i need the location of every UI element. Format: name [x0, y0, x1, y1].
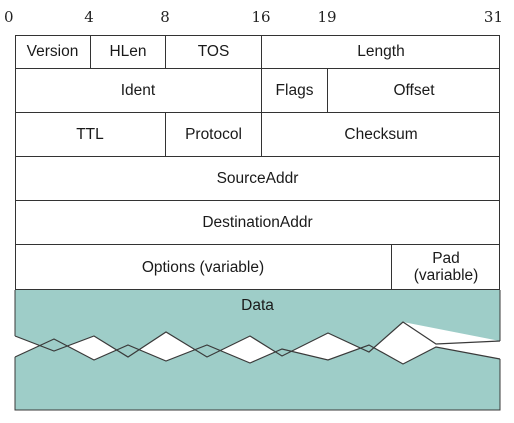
protocol-field: Protocol	[165, 112, 261, 156]
header-row-1: Version HLen TOS Length	[15, 35, 500, 68]
length-field: Length	[261, 35, 500, 68]
data-label: Data	[15, 297, 500, 315]
header-row-3: TTL Protocol Checksum	[15, 112, 500, 156]
ident-field: Ident	[15, 68, 261, 112]
ttl-field: TTL	[15, 112, 165, 156]
row-divider	[15, 200, 500, 201]
hlen-field: HLen	[90, 35, 165, 68]
row-divider	[15, 112, 500, 113]
row-divider	[15, 156, 500, 157]
destination-addr-field: DestinationAddr	[15, 200, 500, 244]
tos-field: TOS	[165, 35, 261, 68]
offset-field: Offset	[327, 68, 500, 112]
flags-field: Flags	[261, 68, 327, 112]
header-row-2: Ident Flags Offset	[15, 68, 500, 112]
options-field: Options (variable)	[15, 244, 391, 290]
checksum-field: Checksum	[261, 112, 500, 156]
pad-field: Pad (variable)	[391, 244, 500, 290]
header-row-5: DestinationAddr	[15, 200, 500, 244]
row-divider	[15, 68, 500, 69]
version-field: Version	[15, 35, 90, 68]
header-row-6: Options (variable) Pad (variable)	[15, 244, 500, 290]
data-bottom-fill	[15, 339, 500, 410]
row-divider	[15, 244, 500, 245]
header-row-4: SourceAddr	[15, 156, 500, 200]
source-addr-field: SourceAddr	[15, 156, 500, 200]
